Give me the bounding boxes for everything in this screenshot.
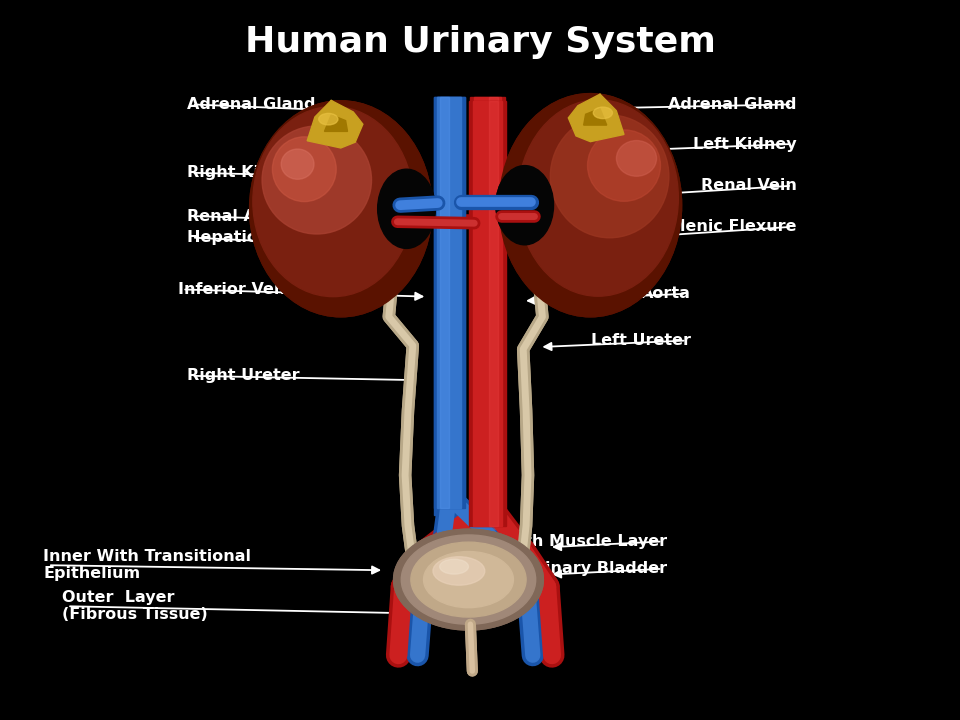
Bar	[489, 97, 498, 529]
Bar	[440, 97, 449, 515]
Bar	[438, 97, 462, 515]
Ellipse shape	[252, 107, 414, 297]
Ellipse shape	[517, 100, 679, 296]
Ellipse shape	[423, 552, 514, 608]
Ellipse shape	[588, 130, 660, 202]
Text: Aorta: Aorta	[641, 287, 691, 301]
Text: Human Urinary System: Human Urinary System	[245, 25, 715, 59]
Ellipse shape	[588, 130, 660, 202]
Ellipse shape	[252, 107, 414, 297]
Text: Smooth Muscle Layer: Smooth Muscle Layer	[474, 534, 667, 549]
Ellipse shape	[262, 126, 372, 234]
Text: Inferior Vena Cava: Inferior Vena Cava	[178, 282, 345, 297]
Ellipse shape	[262, 126, 372, 234]
Ellipse shape	[593, 107, 612, 119]
Ellipse shape	[319, 113, 338, 125]
Ellipse shape	[250, 101, 432, 317]
Ellipse shape	[550, 115, 669, 238]
Text: Urinary Bladder: Urinary Bladder	[524, 562, 667, 576]
Ellipse shape	[273, 137, 336, 202]
Text: Outer  Layer
(Fibrous Tissue): Outer Layer (Fibrous Tissue)	[62, 590, 208, 622]
Ellipse shape	[593, 107, 612, 119]
Bar	[440, 97, 449, 508]
Ellipse shape	[401, 535, 536, 624]
Text: Splenic Flexure: Splenic Flexure	[658, 220, 797, 234]
Ellipse shape	[281, 149, 314, 179]
Polygon shape	[307, 100, 363, 148]
Ellipse shape	[499, 94, 682, 317]
Text: Adrenal Gland: Adrenal Gland	[187, 97, 316, 112]
Ellipse shape	[394, 529, 543, 630]
Ellipse shape	[273, 137, 336, 202]
Bar	[470, 97, 505, 529]
Text: Renal Vein: Renal Vein	[701, 179, 797, 193]
Ellipse shape	[616, 140, 657, 176]
Ellipse shape	[440, 559, 468, 574]
Ellipse shape	[440, 559, 468, 574]
Ellipse shape	[433, 557, 485, 585]
Text: Adrenal Gland: Adrenal Gland	[668, 97, 797, 112]
Ellipse shape	[377, 169, 435, 248]
Bar	[438, 97, 462, 508]
Polygon shape	[307, 100, 363, 148]
Ellipse shape	[250, 101, 432, 317]
Ellipse shape	[394, 529, 543, 630]
Ellipse shape	[377, 169, 435, 248]
Bar	[489, 101, 498, 526]
Bar	[474, 97, 501, 529]
Ellipse shape	[616, 141, 657, 176]
Polygon shape	[324, 114, 348, 131]
Ellipse shape	[499, 94, 682, 317]
Text: Left Ureter: Left Ureter	[591, 333, 691, 348]
Text: Renal Artery: Renal Artery	[187, 209, 301, 223]
Ellipse shape	[319, 113, 338, 125]
Polygon shape	[568, 94, 624, 142]
Text: Left Kidney: Left Kidney	[693, 137, 797, 151]
Polygon shape	[584, 109, 607, 125]
Ellipse shape	[496, 166, 554, 245]
Ellipse shape	[401, 535, 536, 624]
Ellipse shape	[550, 115, 669, 238]
Bar	[473, 101, 502, 526]
Polygon shape	[584, 109, 607, 125]
Ellipse shape	[423, 552, 514, 608]
Text: Inner With Transitional
Epithelium: Inner With Transitional Epithelium	[43, 549, 252, 582]
Bar	[434, 97, 465, 508]
Bar	[434, 97, 465, 515]
Ellipse shape	[411, 542, 526, 617]
Polygon shape	[568, 94, 624, 142]
Text: Right Kidney: Right Kidney	[187, 166, 303, 180]
Text: Hepatic Flexure: Hepatic Flexure	[187, 230, 330, 245]
Bar	[469, 101, 506, 526]
Ellipse shape	[433, 557, 485, 585]
Ellipse shape	[281, 149, 314, 179]
Ellipse shape	[411, 542, 526, 617]
Text: Right Ureter: Right Ureter	[187, 369, 300, 383]
Polygon shape	[324, 114, 348, 131]
Ellipse shape	[517, 100, 679, 296]
Ellipse shape	[496, 166, 554, 245]
